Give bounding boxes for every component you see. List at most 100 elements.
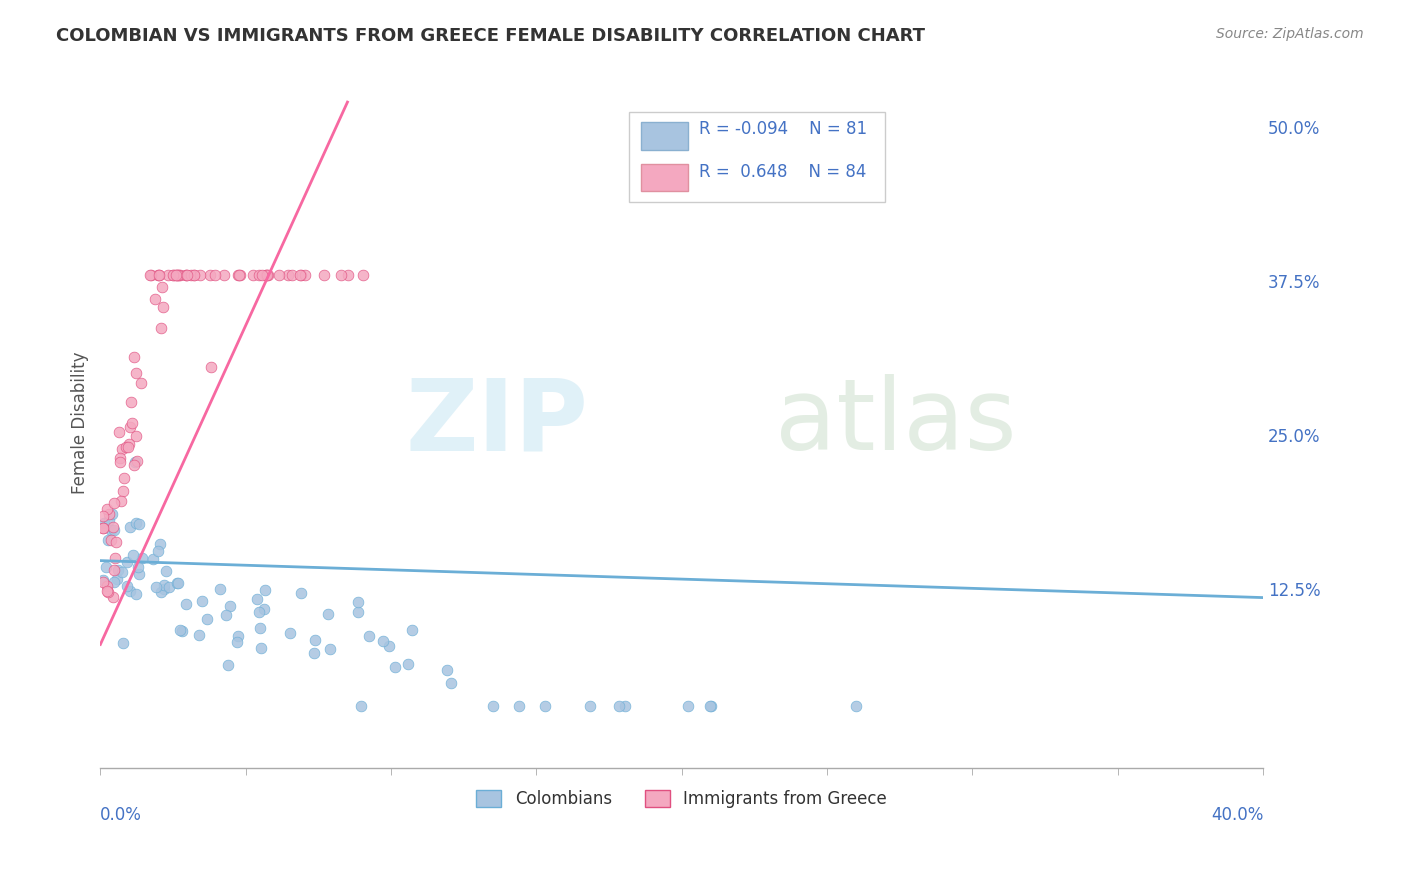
Point xyxy=(225,635,247,649)
Point xyxy=(208,582,231,596)
Point xyxy=(97,533,120,548)
Point xyxy=(91,575,114,590)
Point xyxy=(111,442,134,456)
FancyBboxPatch shape xyxy=(641,164,688,191)
Point xyxy=(108,455,131,469)
Point xyxy=(125,516,148,530)
Point xyxy=(257,268,280,282)
Point xyxy=(138,268,160,282)
Point xyxy=(110,494,132,508)
Point xyxy=(254,268,277,282)
Point xyxy=(122,549,145,563)
Point xyxy=(145,580,167,594)
Point xyxy=(699,699,721,714)
Point xyxy=(226,268,249,282)
Point xyxy=(107,564,129,578)
Point xyxy=(188,628,211,642)
Point xyxy=(247,605,270,619)
Point xyxy=(103,563,125,577)
Point xyxy=(165,268,187,282)
Point xyxy=(122,458,145,472)
Point xyxy=(97,513,120,527)
Point xyxy=(97,584,120,599)
Point xyxy=(166,575,188,590)
Point xyxy=(204,268,226,282)
Text: atlas: atlas xyxy=(775,374,1017,471)
Point xyxy=(436,663,458,677)
Point xyxy=(277,268,299,282)
Point xyxy=(115,555,138,569)
Point xyxy=(195,612,218,626)
Point xyxy=(131,551,153,566)
Point xyxy=(250,268,273,282)
Point xyxy=(169,623,191,637)
Point xyxy=(290,268,312,282)
Point xyxy=(254,268,277,282)
Point xyxy=(401,623,423,637)
Point xyxy=(110,451,132,466)
Point xyxy=(246,591,269,606)
Point xyxy=(228,268,250,282)
Point xyxy=(256,268,278,282)
Point xyxy=(294,268,316,282)
Point xyxy=(357,629,380,643)
Point xyxy=(128,517,150,532)
Point xyxy=(143,292,166,306)
Point xyxy=(108,425,131,439)
Point xyxy=(166,268,188,282)
Text: R =  0.648    N = 84: R = 0.648 N = 84 xyxy=(699,163,866,181)
Point xyxy=(172,624,194,639)
Point xyxy=(166,268,188,282)
Point xyxy=(678,699,700,714)
Point xyxy=(252,602,274,616)
Point xyxy=(128,567,150,582)
Point xyxy=(377,639,399,653)
Point xyxy=(120,420,142,434)
Point xyxy=(336,268,359,282)
Point xyxy=(112,471,135,485)
Point xyxy=(174,597,197,611)
Point xyxy=(190,594,212,608)
Point xyxy=(278,625,301,640)
Point xyxy=(129,376,152,390)
Point xyxy=(215,608,238,623)
Point xyxy=(200,268,222,282)
Point xyxy=(112,636,135,650)
Y-axis label: Female Disability: Female Disability xyxy=(72,351,89,494)
Point xyxy=(183,268,205,282)
Point xyxy=(101,590,124,604)
Point xyxy=(200,360,222,375)
Point xyxy=(482,699,505,714)
Point xyxy=(96,579,118,593)
Point xyxy=(167,268,190,282)
Point xyxy=(174,268,197,282)
Point xyxy=(304,646,326,660)
Point xyxy=(101,519,124,533)
Point xyxy=(100,524,122,538)
Point xyxy=(111,565,134,579)
Point xyxy=(180,268,202,282)
Point xyxy=(142,552,165,566)
Point xyxy=(96,583,118,598)
Point xyxy=(330,268,353,282)
Point xyxy=(101,508,124,522)
Point xyxy=(91,521,114,535)
Legend: Colombians, Immigrants from Greece: Colombians, Immigrants from Greece xyxy=(470,783,894,814)
Point xyxy=(312,268,335,282)
Point xyxy=(148,268,170,282)
Point xyxy=(228,268,250,282)
Point xyxy=(350,699,373,714)
Point xyxy=(146,544,169,558)
Point xyxy=(125,587,148,601)
Point xyxy=(249,621,271,635)
Point xyxy=(118,584,141,599)
Point xyxy=(124,455,146,469)
Point xyxy=(157,580,180,594)
Text: ZIP: ZIP xyxy=(406,374,589,471)
Point xyxy=(117,440,139,454)
Point xyxy=(304,632,326,647)
Point xyxy=(118,520,141,534)
Point xyxy=(534,699,557,714)
Point xyxy=(396,657,419,672)
Point xyxy=(103,524,125,538)
